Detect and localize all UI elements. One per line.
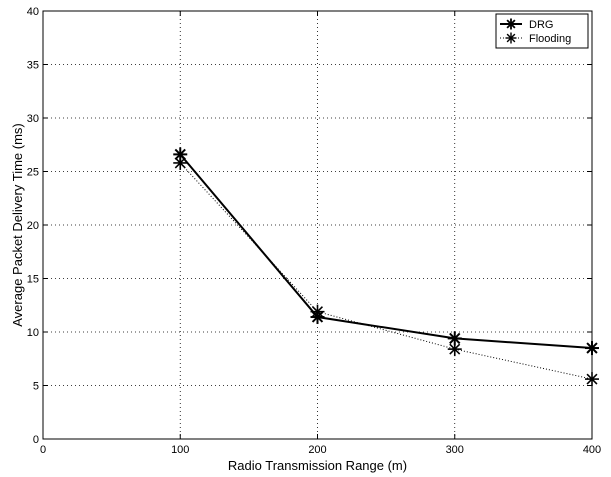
x-tick-label: 0 [40, 444, 46, 456]
axis-ticks: 0 100 200 300 400 0 5 10 15 20 25 30 35 40 [27, 6, 601, 456]
legend-label-drg: DRG [529, 19, 553, 31]
series-line-drg [179, 153, 593, 350]
x-axis-label: Radio Transmission Range (m) [228, 458, 407, 473]
data-point-drg [585, 341, 599, 356]
series-line-flooding [179, 162, 593, 380]
data-point-drg [173, 147, 188, 162]
legend-marker-flooding [505, 32, 517, 44]
data-point-flooding [447, 342, 462, 357]
y-tick-label: 35 [27, 60, 39, 72]
y-tick-label: 30 [27, 113, 39, 125]
y-tick-label: 40 [27, 6, 39, 18]
legend-label-flooding: Flooding [529, 33, 571, 45]
y-tick-label: 10 [27, 327, 39, 339]
y-tick-label: 5 [33, 381, 39, 393]
grid [43, 11, 592, 439]
data-point-flooding [173, 155, 188, 170]
x-tick-label: 300 [446, 444, 464, 456]
y-tick-label: 20 [27, 220, 39, 232]
y-axis-label: Average Packet Delivery Time (ms) [10, 123, 25, 327]
data-point-flooding [585, 372, 599, 387]
x-tick-label: 200 [308, 444, 326, 456]
series-group [173, 147, 599, 387]
legend-marker-drg [505, 18, 517, 30]
y-tick-label: 25 [27, 167, 39, 179]
x-tick-label: 400 [583, 444, 601, 456]
x-tick-label: 100 [171, 444, 189, 456]
legend: DRG Flooding [495, 13, 589, 49]
y-tick-label: 0 [33, 434, 39, 446]
y-tick-label: 15 [27, 274, 39, 286]
data-point-flooding [310, 304, 325, 319]
